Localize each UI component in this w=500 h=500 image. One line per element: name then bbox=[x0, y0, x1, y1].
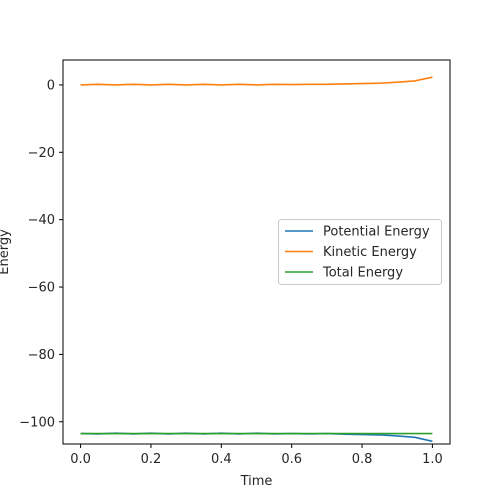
x-axis: 0.0 0.2 0.4 0.6 0.8 1.0 bbox=[70, 444, 443, 467]
y-axis-label: Energy bbox=[0, 229, 12, 275]
kinetic-energy-legend-label: Kinetic Energy bbox=[323, 245, 417, 260]
y-tick-label: −100 bbox=[19, 415, 55, 430]
x-tick-label: 0.0 bbox=[70, 452, 91, 467]
x-tick-label: 1.0 bbox=[422, 452, 443, 467]
x-axis-label: Time bbox=[240, 474, 273, 489]
y-tick-label: 0 bbox=[47, 78, 55, 93]
potential-energy-legend-label: Potential Energy bbox=[323, 225, 430, 240]
series-lines bbox=[80, 76, 433, 443]
legend-box bbox=[278, 219, 442, 285]
kinetic-energy-line bbox=[80, 76, 433, 86]
x-tick-label: 0.8 bbox=[352, 452, 373, 467]
plot-frame bbox=[62, 59, 451, 445]
y-tick-label: −40 bbox=[28, 213, 55, 228]
x-tick-label: 0.4 bbox=[211, 452, 232, 467]
x-tick-label: 0.2 bbox=[141, 452, 162, 467]
legend: Potential Energy Kinetic Energy Total Ener… bbox=[278, 219, 442, 285]
y-tick-label: −20 bbox=[28, 146, 55, 161]
y-axis: 0 −20 −40 −60 −80 −100 bbox=[19, 78, 63, 430]
total-energy-legend-label: Total Energy bbox=[322, 266, 403, 281]
x-tick-label: 0.6 bbox=[281, 452, 302, 467]
y-tick-label: −60 bbox=[28, 281, 55, 296]
y-tick-label: −80 bbox=[28, 348, 55, 363]
